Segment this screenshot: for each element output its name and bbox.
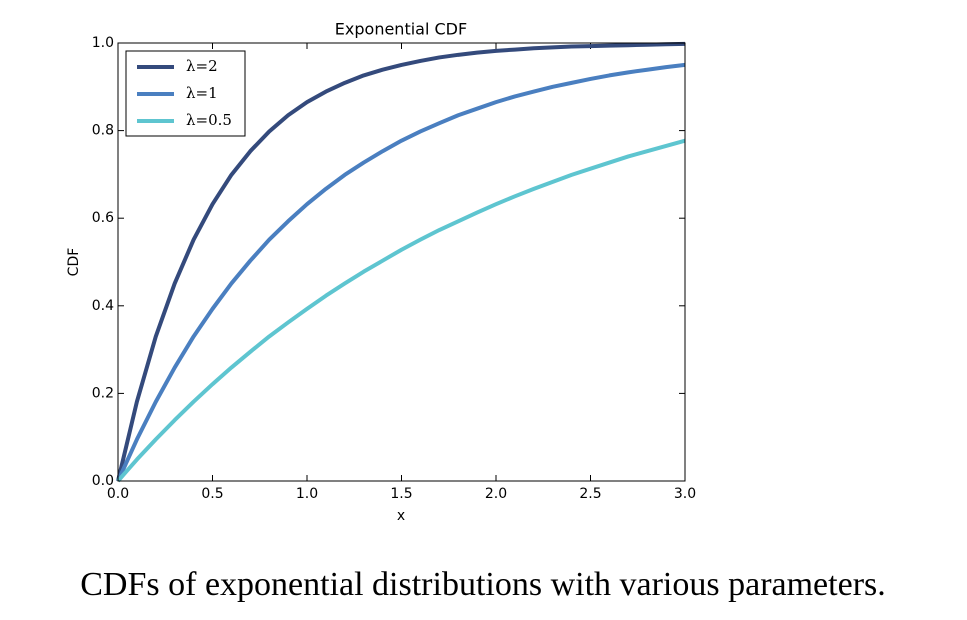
y-tick-label: 1.0 [92,35,114,51]
x-tick-label: 3.0 [674,486,696,502]
y-tick-label: 0.0 [92,473,114,489]
x-tick-label: 1.5 [390,486,412,502]
chart-title: Exponential CDF [335,20,467,39]
x-tick-label: 0.5 [201,486,223,502]
legend-label: λ=1 [186,84,218,102]
line [116,41,686,482]
legend-label: λ=2 [186,57,218,75]
caption: CDFs of exponential distributions with v… [80,566,886,603]
x-axis-label: x [397,508,405,524]
y-tick-label: 0.4 [92,298,114,314]
x-tick-label: 2.0 [485,486,507,502]
plot-frame [117,42,686,482]
y-tick-label: 0.6 [92,210,114,226]
y-tick-label: 0.8 [92,123,114,139]
legend-label: λ=0.5 [186,111,232,129]
line [116,62,686,482]
x-tick-label: 1.0 [296,486,318,502]
line [116,138,686,483]
y-axis-label: CDF [66,248,82,277]
y-tick-label: 0.2 [92,385,114,401]
x-tick-label: 2.5 [579,486,601,502]
x-tick-label: 0.0 [107,486,129,502]
